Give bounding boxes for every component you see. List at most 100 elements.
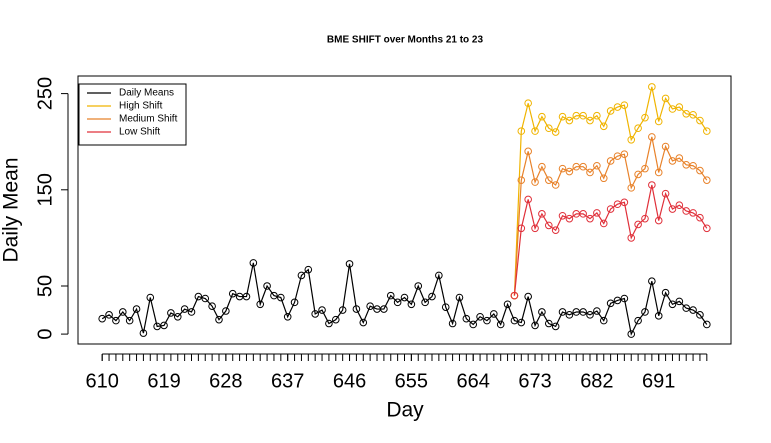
data-point [194, 292, 203, 301]
series-line [513, 184, 708, 296]
data-point [551, 128, 560, 136]
data-point [263, 282, 271, 290]
data-point [455, 293, 464, 302]
data-point [634, 220, 642, 229]
data-point [668, 105, 677, 113]
data-point [586, 214, 594, 223]
data-point [496, 320, 505, 329]
data-point [105, 311, 113, 319]
y-tick-label: 150 [34, 173, 56, 206]
data-point [558, 112, 567, 121]
data-point [531, 178, 539, 186]
x-tick-label: 664 [457, 370, 490, 392]
data-point [352, 305, 361, 313]
data-point [283, 312, 292, 321]
data-point [167, 309, 175, 317]
data-point [620, 294, 629, 303]
data-point [393, 298, 402, 307]
legend-label: Low Shift [119, 127, 160, 138]
data-point [531, 127, 539, 135]
data-point [565, 167, 574, 176]
data-point [620, 150, 629, 159]
data-point [483, 316, 491, 325]
data-point [593, 111, 601, 120]
data-point [634, 316, 642, 325]
data-point [654, 216, 663, 225]
data-point [270, 291, 278, 300]
data-point [641, 113, 649, 122]
data-point [648, 181, 656, 189]
data-point [118, 308, 127, 316]
series-line [101, 262, 708, 336]
data-point [146, 293, 155, 302]
data-point [613, 103, 622, 111]
data-point [648, 133, 656, 141]
data-point [661, 142, 670, 151]
data-point [593, 307, 601, 315]
data-point [421, 298, 429, 307]
data-point [173, 312, 182, 321]
legend-label: Medium Shift [119, 114, 178, 125]
data-point [222, 307, 230, 315]
data-point [524, 99, 532, 108]
data-point [703, 176, 711, 184]
data-point [538, 162, 546, 171]
plot-frame [77, 75, 732, 345]
data-point [558, 308, 567, 316]
data-point [428, 292, 436, 301]
data-point [414, 282, 423, 290]
data-point [517, 176, 526, 184]
data-point [703, 320, 711, 329]
data-point [242, 292, 251, 301]
data-point [606, 157, 615, 165]
legend-box [78, 83, 187, 146]
data-point [579, 162, 587, 171]
data-point [696, 311, 704, 319]
x-tick-label: 610 [85, 370, 118, 392]
data-point [558, 211, 567, 220]
data-point [613, 200, 622, 209]
data-point [648, 83, 656, 91]
data-point [696, 116, 704, 125]
data-point [606, 107, 615, 115]
data-point [634, 124, 642, 133]
legend-label: High Shift [119, 101, 163, 112]
data-point [517, 318, 526, 327]
data-point [228, 289, 237, 298]
data-point [544, 124, 553, 133]
data-point [400, 293, 409, 302]
data-point [689, 161, 697, 170]
x-tick-label: 673 [518, 370, 551, 392]
data-point [641, 164, 649, 173]
data-point [675, 297, 684, 306]
data-point [538, 210, 546, 218]
data-point [531, 224, 539, 233]
data-point [112, 316, 120, 325]
data-point [675, 201, 684, 209]
data-point [448, 319, 457, 328]
data-point [208, 302, 216, 310]
data-point [524, 195, 532, 204]
data-point [325, 319, 333, 328]
data-point [187, 308, 196, 316]
data-point [689, 209, 697, 217]
data-point [125, 316, 134, 325]
data-point [544, 221, 553, 230]
data-point [661, 189, 670, 198]
data-point [696, 166, 704, 175]
data-point [180, 305, 189, 313]
data-point [586, 116, 594, 125]
data-point [435, 271, 443, 280]
y-tick-label: 0 [34, 329, 56, 340]
data-point [634, 170, 642, 179]
data-point [675, 154, 684, 162]
data-point [606, 299, 615, 308]
data-point [689, 110, 697, 119]
data-point [599, 174, 608, 183]
data-point [531, 321, 539, 330]
data-point [160, 321, 168, 330]
data-point [338, 306, 347, 314]
data-point [565, 311, 574, 319]
data-point [565, 116, 574, 125]
